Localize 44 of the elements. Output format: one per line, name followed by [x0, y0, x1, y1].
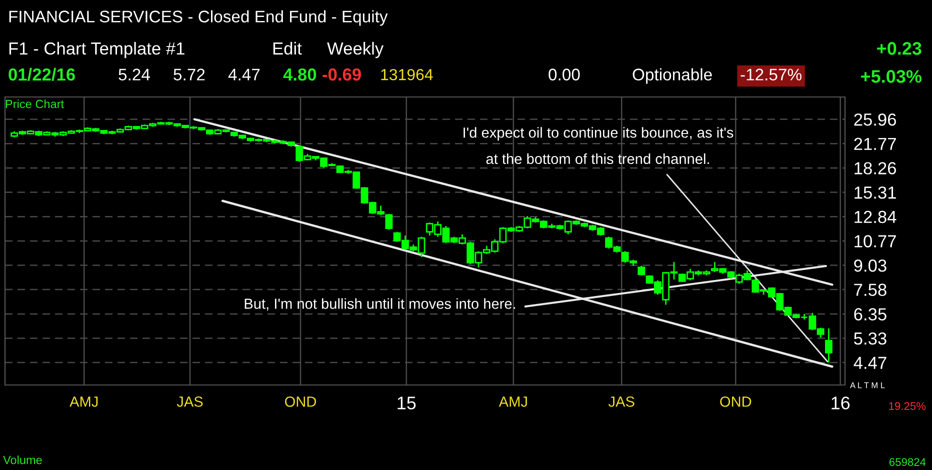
chart-title: FINANCIAL SERVICES - Closed End Fund - Equity: [9, 10, 388, 26]
x-tick-label: JAS: [608, 396, 634, 407]
text: 659824: [889, 458, 926, 466]
text: -12.57%: [740, 68, 802, 80]
text: Weekly: [327, 42, 384, 58]
candlestick: [824, 328, 832, 364]
x-tick-label: AMJ: [70, 396, 98, 407]
candlestick: [638, 265, 646, 276]
text: 5.24: [118, 68, 150, 80]
y-tick-label: 9.03: [854, 259, 886, 272]
text: +5.03%: [861, 70, 922, 83]
text: -0.69: [322, 68, 361, 81]
text: 4.47: [228, 68, 260, 80]
y-tick-label: 18.26: [854, 162, 896, 174]
text: 01/22/16: [8, 68, 75, 81]
text: +0.23: [877, 42, 922, 55]
y-tick-label: 6.35: [854, 308, 886, 320]
text: A L T M L: [850, 382, 885, 388]
annotation: I'd expect oil to continue its bounce, as it's at the bottom of this trend channel.: [464, 127, 734, 164]
y-tick-label: 15.31: [854, 186, 896, 199]
y-tick-label: 4.47: [854, 356, 886, 369]
y-tick-label: 12.84: [854, 210, 896, 224]
y-tick-label: 10.77: [854, 235, 896, 248]
text: Optionable: [632, 68, 712, 84]
text: 4.80: [283, 68, 316, 81]
text: Edit: [273, 42, 302, 55]
y-tick-label: 7.58: [854, 284, 886, 296]
y-tick-label: 5.33: [854, 332, 886, 345]
text: 131964: [381, 68, 433, 80]
x-tick-label: 15: [398, 396, 416, 410]
y-tick-label: 21.77: [854, 138, 896, 150]
annotation: But, I'm not bullish until it moves into here.: [244, 298, 516, 311]
x-tick-label: OND: [720, 396, 752, 407]
x-tick-label: OND: [285, 396, 316, 407]
annotation: Price Chart: [6, 100, 64, 108]
text: 0.00: [548, 68, 580, 80]
y-tick-label: 25.96: [854, 113, 896, 126]
x-tick-label: 16: [832, 396, 850, 410]
x-tick-label: JAS: [176, 396, 203, 407]
text: 5.72: [174, 68, 205, 80]
text: 19.25%: [889, 402, 926, 410]
text: F1 - Chart Template #1: [9, 42, 184, 58]
x-tick-label: AMJ: [498, 396, 527, 407]
text: Volume: [3, 455, 42, 464]
